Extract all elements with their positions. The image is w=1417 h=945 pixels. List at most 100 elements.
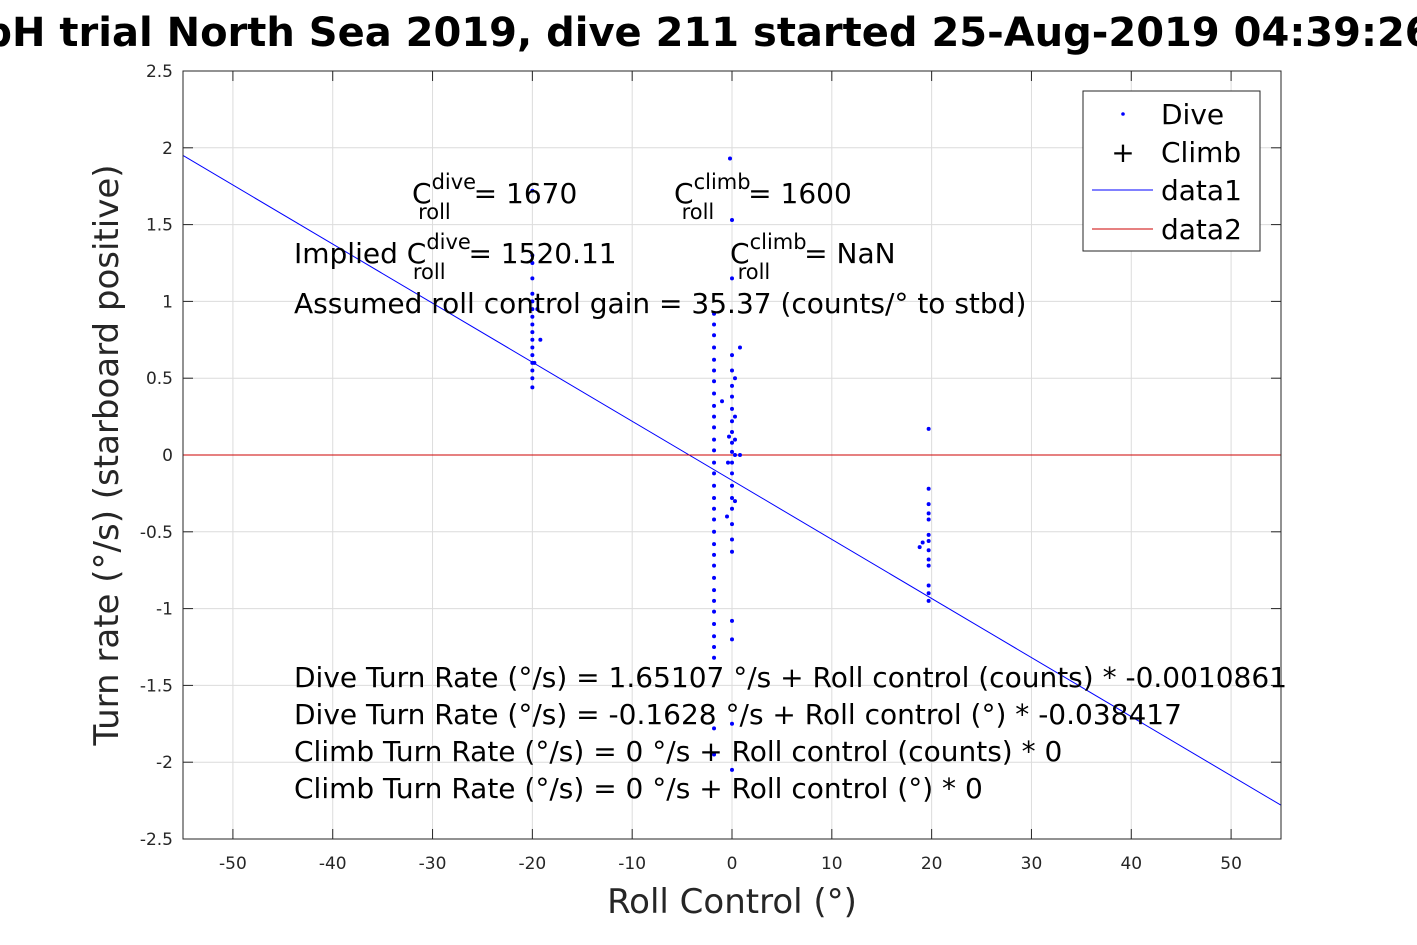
dive-point [730,537,734,542]
series-line-data1 [182,155,1282,806]
y-tick-label: -2 [156,753,173,773]
dive-point [926,517,931,522]
dive-point [712,496,717,501]
x-tick-label: 30 [1021,854,1043,874]
dive-point [926,502,931,507]
dive-point [712,598,717,603]
dive-point [730,637,734,642]
dive-point [730,368,734,373]
y-tick-label: -2.5 [140,830,173,850]
y-tick-label: 2.5 [146,62,173,82]
x-axis-label: Roll Control (°) [607,882,857,922]
dive-point [732,499,737,504]
dive-point [712,483,717,488]
annotation-eq4: Climb Turn Rate (°/s) = 0 °/s + Roll con… [294,772,983,805]
dive-point [730,549,734,554]
dive-point [530,291,535,296]
dive-point [730,429,734,434]
dive-point [530,385,535,390]
x-tick-label: -30 [419,854,447,874]
dive-point [737,453,742,457]
dive-point [926,563,931,568]
annotation-eq2: Dive Turn Rate (°/s) = -0.1628 °/s + Rol… [294,698,1182,731]
dive-point [712,609,717,614]
dive-point [720,399,725,404]
dive-point [712,471,717,476]
dive-point [530,299,535,304]
dive-point [926,591,931,596]
dive-point [712,563,717,568]
dive-point [712,368,717,373]
dive-point [530,314,535,319]
annotation-implied-climb: Cclimb roll = NaN [730,230,896,284]
dive-point [530,188,535,193]
dive-point [926,598,931,603]
y-tick-label: 1 [162,292,173,312]
x-tick-label: 40 [1120,854,1142,874]
legend-climb-marker: + [1111,136,1134,169]
dive-point [712,311,717,316]
annotation-eq3: Climb Turn Rate (°/s) = 0 °/s + Roll con… [294,735,1062,768]
x-tick-label: -10 [618,854,646,874]
dive-point [712,379,717,384]
x-tick-label: 20 [921,854,943,874]
dive-point [530,337,535,342]
dive-point [732,414,737,419]
dive-point [712,425,717,430]
dive-point [532,360,537,365]
annotation-gain: Assumed roll control gain = 35.37 (count… [294,287,1026,320]
dive-point [712,634,717,639]
dive-point [530,307,535,312]
dive-point [926,532,931,537]
dive-point [726,460,731,465]
legend-dive-label: Dive [1161,98,1224,131]
dive-point [712,645,717,649]
dive-point [730,460,734,465]
dive-point [926,557,931,562]
dive-point [712,345,717,350]
dive-point [917,545,922,550]
y-tick-label: -0.5 [140,523,173,543]
dive-point [926,539,931,544]
dive-point [730,449,734,454]
annotation-eq1: Dive Turn Rate (°/s) = 1.65107 °/s + Rol… [294,661,1287,694]
dive-point [712,575,717,580]
dive-point [730,440,734,445]
legend-dive-marker [1121,112,1125,116]
dive-point [730,618,734,623]
dive-point [730,496,734,501]
dive-point [712,437,717,442]
dive-point [530,353,535,358]
dive-point [712,542,717,547]
dive-point [730,383,734,388]
dive-point [530,322,535,327]
legend-climb-label: Climb [1161,136,1241,169]
dive-point [530,261,535,265]
dive-point [535,307,540,312]
x-tick-label: -20 [518,854,546,874]
legend-box [1082,90,1261,252]
dive-point [926,511,931,516]
y-tick-label: 0 [162,446,173,466]
y-tick-label: 1.5 [146,216,173,236]
dive-point [712,333,717,338]
dive-point [727,434,732,439]
dive-point [732,437,737,442]
dive-point [730,217,734,222]
dive-point [712,322,717,327]
dive-point [732,453,737,457]
fit-lines [182,155,1282,806]
dive-point [712,357,717,362]
dive-point [712,588,717,593]
dive-point [712,552,717,557]
dive-point [730,506,734,511]
dive-point [712,391,717,396]
dive-point [730,767,734,772]
dive-point [530,376,535,381]
annotation-c-climb: Cclimb roll = 1600 [674,170,852,224]
y-tick-label: 2 [162,139,173,159]
legend: Dive + Climb data1 data2 [1082,90,1261,252]
chart-title: pH trial North Sea 2019, dive 211 starte… [0,10,1417,56]
dive-point [530,368,535,373]
dive-point [730,471,734,476]
